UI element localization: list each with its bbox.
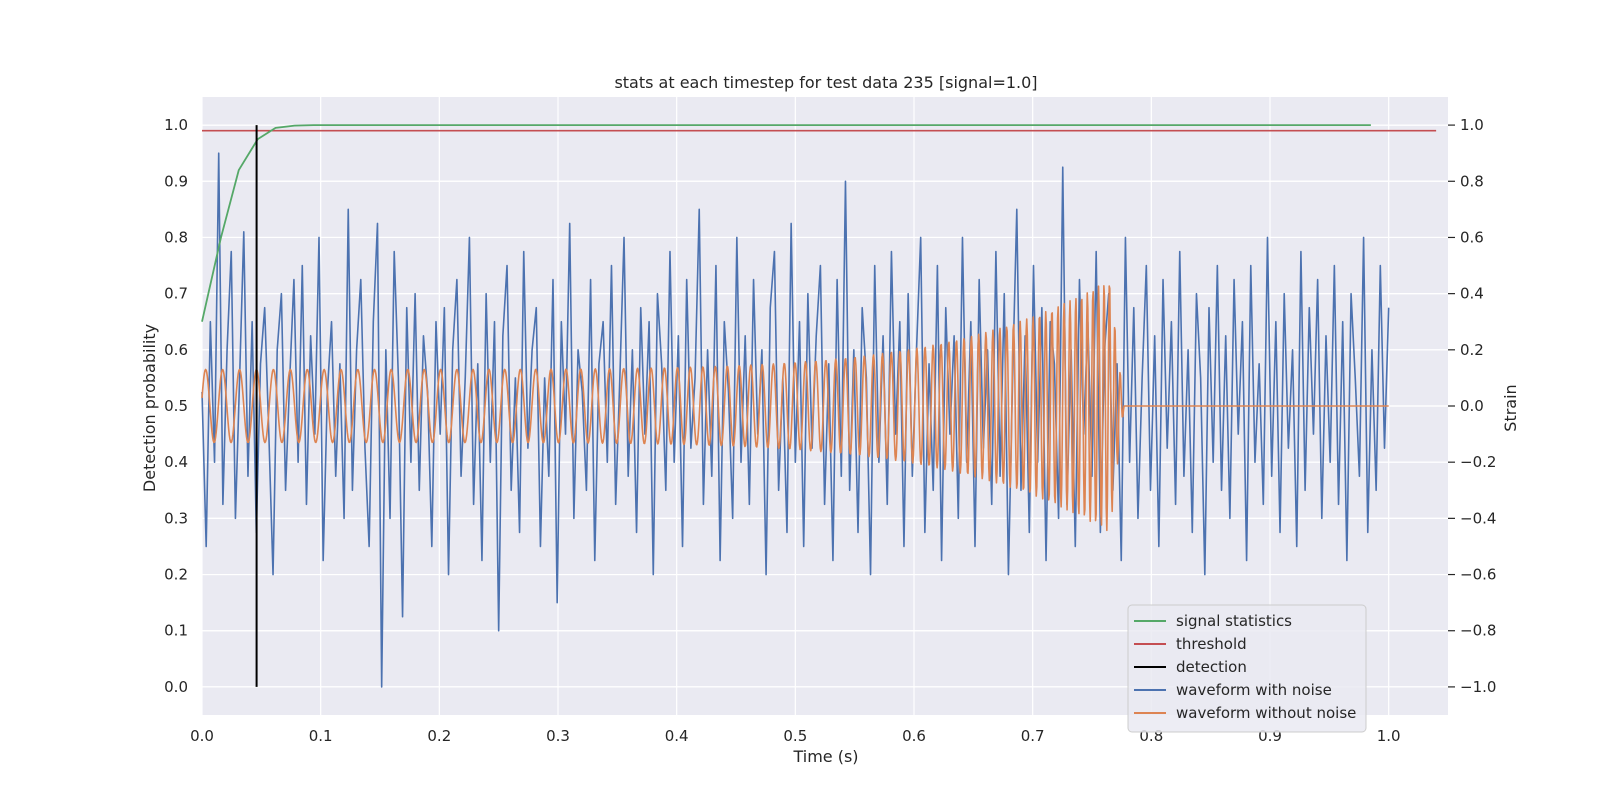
y-right-tick-label: 0.4 <box>1460 285 1484 303</box>
x-tick-label: 0.1 <box>309 727 333 745</box>
legend-label: detection <box>1176 658 1247 676</box>
y-axis-label-right: Strain <box>1501 384 1520 431</box>
series-waveform-without-noise <box>201 284 1389 532</box>
legend-label: waveform with noise <box>1176 681 1332 699</box>
y-right-tick-label: −0.4 <box>1460 509 1496 527</box>
left-ticks: 0.0 0.1 0.2 0.3 0.4 0.5 0.6 0.7 0.8 0.9 1.0 <box>164 116 188 696</box>
x-tick-label: 0.5 <box>783 727 807 745</box>
y-tick-label: 0.3 <box>164 509 188 527</box>
legend-label: signal statistics <box>1176 612 1292 630</box>
series-signal-statistics <box>201 124 1371 322</box>
y-right-tick-label: 0.2 <box>1460 341 1484 359</box>
y-right-tick-label: 0.8 <box>1460 172 1484 190</box>
x-tick-label: 0.2 <box>427 727 451 745</box>
y-tick-label: 0.4 <box>164 453 188 471</box>
y-axis-label: Detection probability <box>140 324 159 492</box>
legend: signal statistics threshold detection wavef… <box>1127 604 1367 733</box>
y-right-tick-label: −1.0 <box>1460 678 1496 696</box>
y-tick-label: 0.6 <box>164 341 188 359</box>
y-right-tick-label: −0.8 <box>1460 622 1496 640</box>
x-tick-label: 1.0 <box>1377 727 1401 745</box>
y-tick-label: 0.5 <box>164 397 188 415</box>
y-tick-label: 0.8 <box>164 228 188 246</box>
series-layer <box>201 124 1437 688</box>
y-right-tick-label: −0.6 <box>1460 566 1496 584</box>
x-tick-label: 0.0 <box>190 727 214 745</box>
y-tick-label: 0.1 <box>164 622 188 640</box>
y-tick-label: 0.2 <box>164 566 188 584</box>
x-tick-label: 0.7 <box>1021 727 1045 745</box>
x-ticks: 0.0 0.1 0.2 0.3 0.4 0.5 0.6 0.7 0.8 0.9 1.0 <box>190 727 1401 745</box>
y-right-tick-label: −0.2 <box>1460 453 1496 471</box>
right-ticks: −1.0 −0.8 −0.6 −0.4 −0.2 0.0 0.2 0.4 0.6 0.8 1.0 <box>1448 116 1496 696</box>
legend-label: waveform without noise <box>1176 704 1356 722</box>
x-tick-label: 0.6 <box>902 727 926 745</box>
y-right-tick-label: 1.0 <box>1460 116 1484 134</box>
y-tick-label: 1.0 <box>164 116 188 134</box>
y-right-tick-label: 0.6 <box>1460 228 1484 246</box>
y-right-tick-label: 0.0 <box>1460 397 1484 415</box>
x-axis-label: Time (s) <box>792 747 858 766</box>
y-tick-label: 0.7 <box>164 285 188 303</box>
chart-title: stats at each timestep for test data 235… <box>614 73 1037 92</box>
y-tick-label: 0.0 <box>164 678 188 696</box>
legend-label: threshold <box>1176 635 1247 653</box>
x-tick-label: 0.3 <box>546 727 570 745</box>
y-tick-label: 0.9 <box>164 172 188 190</box>
series-waveform-with-noise <box>201 152 1390 688</box>
x-tick-label: 0.4 <box>665 727 689 745</box>
legend-box <box>1127 604 1367 733</box>
